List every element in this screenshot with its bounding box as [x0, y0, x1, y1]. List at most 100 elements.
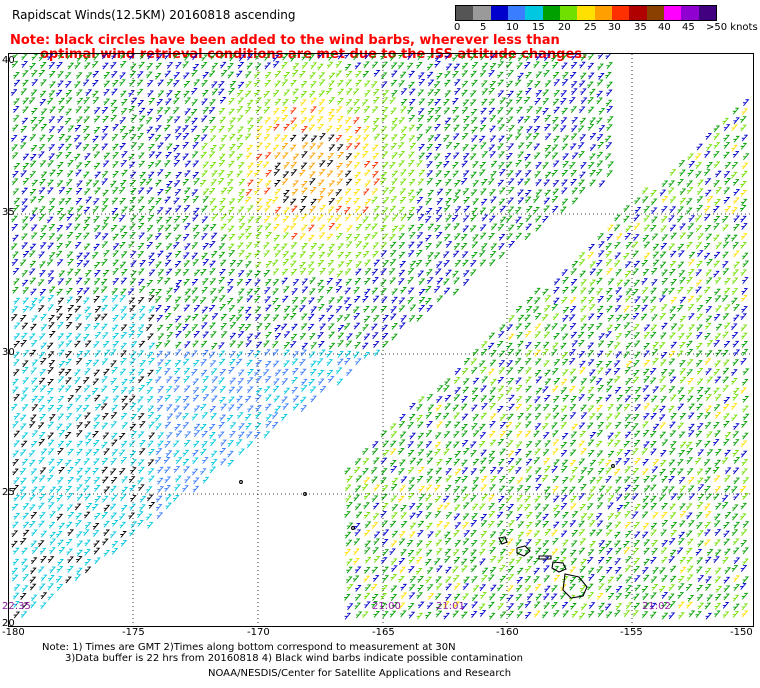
wind-barb — [589, 413, 596, 421]
wind-barb — [282, 295, 289, 303]
wind-barb — [516, 504, 524, 512]
wind-barb — [48, 458, 55, 466]
wind-barb — [416, 160, 423, 168]
wind-barb — [56, 405, 64, 412]
wind-barb — [227, 171, 234, 178]
wind-barb — [11, 306, 18, 314]
wind-barb — [273, 243, 280, 251]
wind-barb — [508, 558, 516, 566]
wind-barb — [102, 396, 109, 404]
wind-barb — [427, 63, 434, 71]
wind-barb — [12, 521, 19, 529]
wind-barb — [175, 234, 182, 242]
wind-barb — [515, 232, 523, 240]
wind-barb — [371, 54, 377, 60]
wind-barb — [209, 198, 217, 206]
wind-barb — [579, 270, 587, 278]
wind-barb — [327, 260, 335, 267]
wind-barb — [605, 540, 613, 548]
wind-barb — [715, 585, 723, 593]
wind-barb — [524, 97, 531, 104]
wind-barb — [740, 583, 747, 590]
wind-barb — [84, 243, 91, 251]
wind-barb — [101, 376, 108, 384]
wind-barb — [119, 295, 126, 303]
wind-barb — [642, 421, 649, 429]
wind-barb — [650, 225, 657, 232]
wind-barb — [47, 304, 55, 312]
wind-barb — [66, 539, 73, 546]
wind-barb — [92, 359, 100, 367]
wind-barb — [614, 324, 621, 331]
wind-barb — [191, 350, 198, 358]
time-label-21-02: 21:02 — [642, 601, 671, 612]
wind-barb — [263, 340, 270, 348]
wind-barb — [454, 421, 461, 429]
wind-barb — [714, 376, 722, 384]
wind-barb — [632, 241, 639, 249]
wind-barb — [616, 279, 624, 287]
wind-barb — [48, 224, 56, 231]
wind-barb — [56, 152, 63, 159]
wind-barb — [660, 529, 668, 537]
wind-barb — [588, 244, 596, 251]
wind-barb — [245, 313, 252, 321]
wind-barb — [679, 376, 687, 384]
wind-barb — [317, 124, 325, 131]
wind-barb — [282, 152, 289, 160]
wind-barb — [678, 531, 686, 539]
wind-barb — [525, 396, 532, 404]
wind-barb — [454, 504, 461, 512]
wind-barb — [560, 98, 567, 105]
wind-barb — [471, 117, 478, 125]
wind-barb — [83, 171, 90, 179]
wind-barb — [553, 574, 561, 582]
wind-barb — [335, 61, 343, 68]
wind-barb — [400, 504, 407, 512]
wind-barb — [111, 432, 118, 440]
wind-barb — [489, 259, 496, 267]
wind-barb — [416, 548, 423, 556]
wind-barb — [445, 142, 453, 149]
wind-barb — [398, 117, 406, 125]
wind-barb — [515, 160, 523, 167]
wind-barb — [364, 233, 371, 241]
wind-barb — [202, 278, 209, 286]
wind-barb — [427, 71, 434, 79]
wind-barb — [157, 90, 165, 98]
wind-barb — [461, 459, 468, 467]
wind-barb — [229, 332, 237, 340]
wind-barb — [489, 54, 496, 61]
wind-barb — [173, 144, 180, 152]
wind-barb — [445, 179, 452, 186]
wind-barb — [49, 486, 57, 494]
wind-barb — [317, 369, 325, 377]
wind-barb — [175, 280, 183, 287]
wind-barb — [713, 270, 720, 278]
wind-barb — [299, 333, 307, 340]
wind-barb — [426, 394, 434, 401]
wind-barb — [606, 287, 613, 295]
wind-barb — [292, 215, 300, 223]
wind-barb — [146, 117, 153, 125]
wind-barb — [326, 88, 333, 95]
wind-barb — [301, 224, 308, 232]
wind-barb — [437, 385, 444, 393]
wind-barb — [560, 422, 568, 429]
wind-barb — [686, 512, 693, 520]
wind-barb — [202, 107, 210, 114]
wind-barb — [193, 405, 201, 413]
wind-barb — [201, 412, 209, 420]
wind-barb — [11, 243, 18, 251]
wind-barb — [650, 475, 658, 483]
wind-barb — [191, 54, 198, 61]
wind-barb — [164, 476, 172, 484]
wind-barb — [578, 529, 586, 537]
wind-barb — [678, 601, 685, 609]
wind-barb — [21, 585, 29, 593]
wind-barb — [732, 242, 740, 249]
wind-barb — [607, 495, 615, 503]
wind-barb — [535, 313, 542, 320]
wind-barb — [524, 161, 532, 169]
wind-barb — [84, 539, 91, 547]
